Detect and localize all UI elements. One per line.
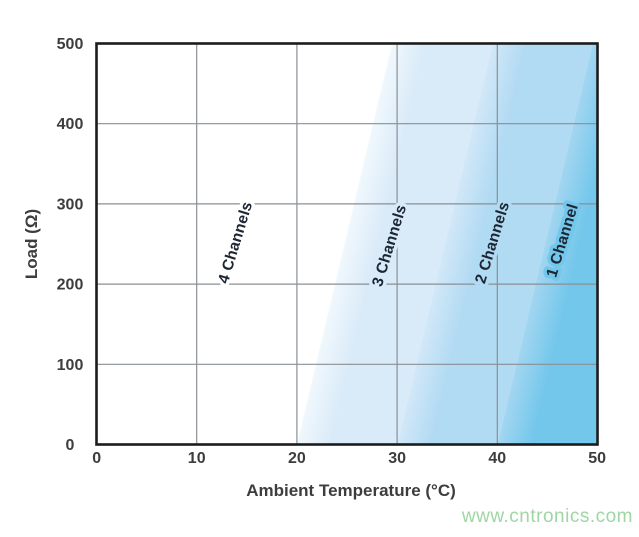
x-tick-10: 10 [188, 450, 206, 467]
x-tick-30: 30 [388, 450, 406, 467]
x-tick-40: 40 [488, 450, 506, 467]
y-axis-tick-labels: 0 100 200 300 400 500 [57, 36, 84, 454]
y-tick-100: 100 [57, 357, 84, 374]
y-axis-title: Load (Ω) [22, 209, 41, 279]
y-tick-0: 0 [66, 437, 75, 454]
region-1-channel [497, 43, 598, 445]
x-tick-20: 20 [288, 450, 306, 467]
watermark-text: www.cntronics.com [461, 506, 633, 527]
y-tick-500: 500 [57, 36, 84, 53]
region-3-channels [296, 43, 493, 445]
x-axis-tick-labels: 0 10 20 30 40 50 [92, 450, 606, 467]
x-tick-50: 50 [588, 450, 606, 467]
gridlines [96, 43, 598, 445]
region-2-channels [397, 43, 593, 445]
x-tick-0: 0 [92, 450, 101, 467]
y-tick-400: 400 [57, 116, 84, 133]
plot-border [95, 42, 599, 446]
x-axis-title: Ambient Temperature (°C) [246, 481, 456, 500]
y-tick-200: 200 [57, 277, 84, 294]
y-tick-300: 300 [57, 196, 84, 213]
